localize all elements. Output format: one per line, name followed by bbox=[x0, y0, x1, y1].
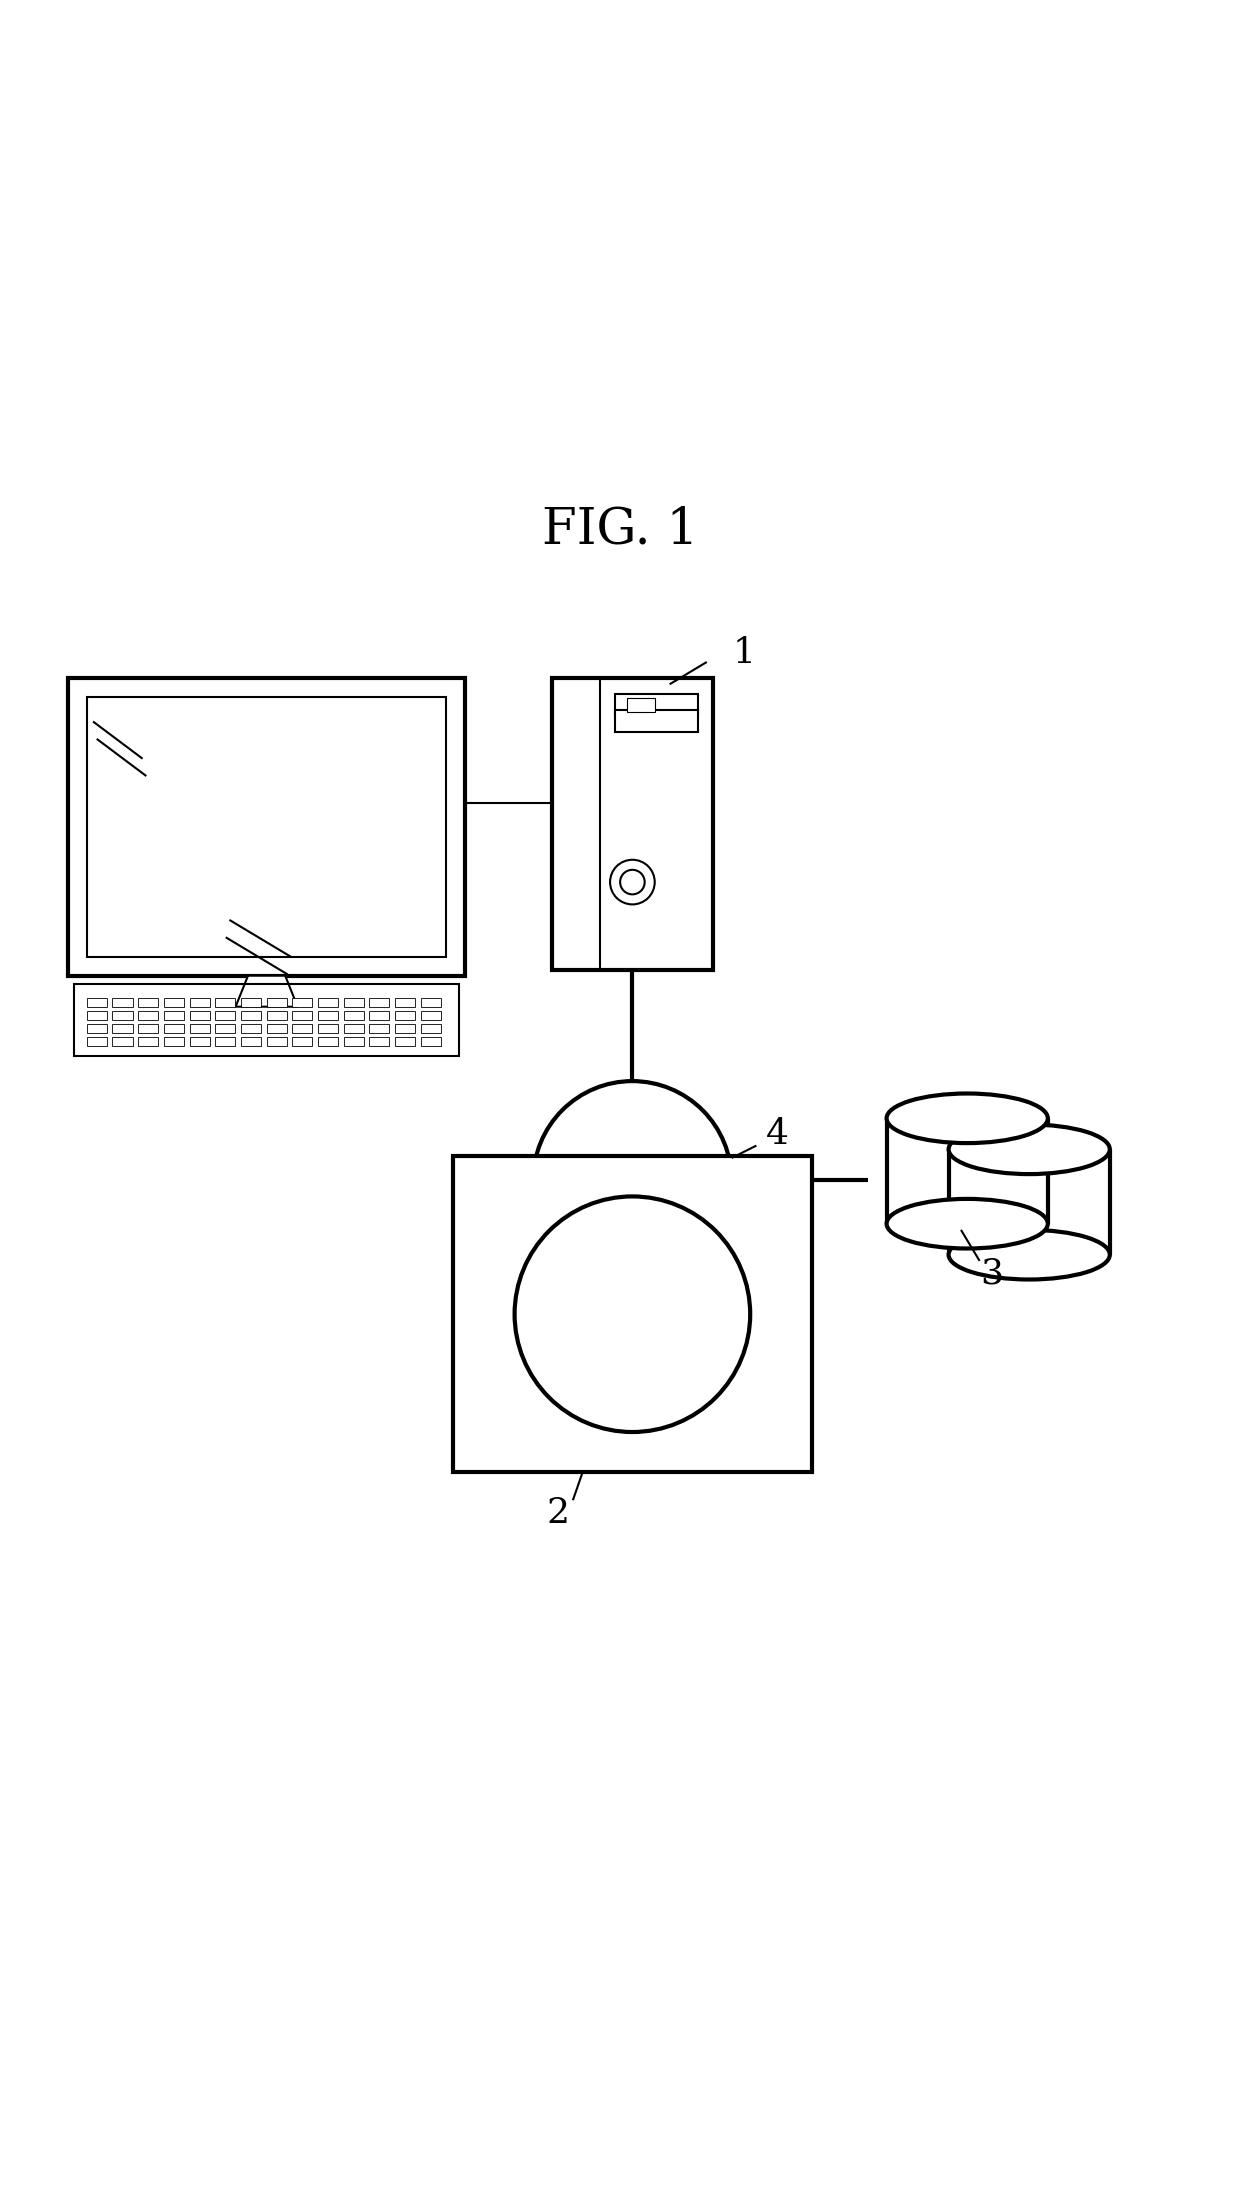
Bar bbox=[370, 1024, 389, 1034]
Bar bbox=[190, 1024, 210, 1034]
Bar bbox=[267, 1037, 286, 1045]
Bar bbox=[87, 698, 446, 958]
Bar bbox=[74, 984, 459, 1056]
Ellipse shape bbox=[610, 859, 655, 905]
Bar bbox=[615, 693, 698, 715]
Bar bbox=[113, 997, 133, 1008]
Bar bbox=[190, 1037, 210, 1045]
Bar bbox=[190, 997, 210, 1008]
Bar bbox=[420, 1024, 440, 1034]
Bar bbox=[68, 678, 465, 975]
Bar bbox=[396, 1010, 415, 1021]
Bar bbox=[205, 1006, 329, 1034]
Bar bbox=[138, 997, 159, 1008]
Bar bbox=[113, 1024, 133, 1034]
Bar bbox=[627, 698, 655, 711]
Bar bbox=[87, 1024, 107, 1034]
Bar bbox=[420, 997, 440, 1008]
Bar bbox=[396, 997, 415, 1008]
Bar bbox=[164, 1024, 184, 1034]
Bar bbox=[216, 997, 236, 1008]
Bar bbox=[293, 1024, 312, 1034]
Text: 3: 3 bbox=[981, 1255, 1003, 1290]
Bar bbox=[216, 1024, 236, 1034]
Text: 2: 2 bbox=[547, 1496, 569, 1529]
Bar bbox=[138, 1010, 159, 1021]
Bar bbox=[453, 1155, 812, 1472]
Bar bbox=[343, 1037, 363, 1045]
Bar bbox=[138, 1024, 159, 1034]
Bar bbox=[241, 1037, 260, 1045]
Bar bbox=[113, 1037, 133, 1045]
Bar bbox=[317, 1037, 339, 1045]
Bar bbox=[164, 1037, 184, 1045]
Bar bbox=[87, 1010, 107, 1021]
Bar bbox=[343, 1024, 363, 1034]
Bar bbox=[267, 1024, 286, 1034]
Bar bbox=[138, 1037, 159, 1045]
Bar bbox=[190, 1010, 210, 1021]
Bar bbox=[317, 997, 339, 1008]
Bar bbox=[113, 1010, 133, 1021]
Polygon shape bbox=[236, 975, 298, 1006]
Bar bbox=[267, 1010, 286, 1021]
Bar bbox=[241, 1010, 260, 1021]
Bar bbox=[343, 997, 363, 1008]
Text: 4: 4 bbox=[766, 1118, 789, 1150]
Bar bbox=[267, 997, 286, 1008]
Bar bbox=[241, 997, 260, 1008]
Bar bbox=[370, 997, 389, 1008]
Bar bbox=[370, 1037, 389, 1045]
Text: FIG. 1: FIG. 1 bbox=[542, 505, 698, 553]
Ellipse shape bbox=[949, 1124, 1110, 1174]
Bar bbox=[293, 997, 312, 1008]
Bar bbox=[216, 1037, 236, 1045]
Ellipse shape bbox=[620, 870, 645, 894]
Ellipse shape bbox=[515, 1196, 750, 1432]
Ellipse shape bbox=[949, 1229, 1110, 1279]
Bar bbox=[317, 1024, 339, 1034]
Ellipse shape bbox=[887, 1094, 1048, 1144]
Ellipse shape bbox=[533, 1080, 732, 1279]
Bar bbox=[164, 1010, 184, 1021]
Text: 1: 1 bbox=[733, 636, 755, 669]
Bar bbox=[87, 997, 107, 1008]
Bar bbox=[552, 678, 713, 969]
Bar bbox=[87, 1037, 107, 1045]
Bar bbox=[293, 1037, 312, 1045]
Ellipse shape bbox=[887, 1198, 1048, 1249]
Bar bbox=[317, 1010, 339, 1021]
Bar bbox=[420, 1010, 440, 1021]
Bar bbox=[396, 1024, 415, 1034]
Bar bbox=[343, 1010, 363, 1021]
Bar bbox=[164, 997, 184, 1008]
Bar bbox=[615, 711, 698, 733]
Bar bbox=[241, 1024, 260, 1034]
Bar bbox=[216, 1010, 236, 1021]
Bar bbox=[293, 1010, 312, 1021]
Bar bbox=[396, 1037, 415, 1045]
Bar bbox=[370, 1010, 389, 1021]
Bar bbox=[420, 1037, 440, 1045]
